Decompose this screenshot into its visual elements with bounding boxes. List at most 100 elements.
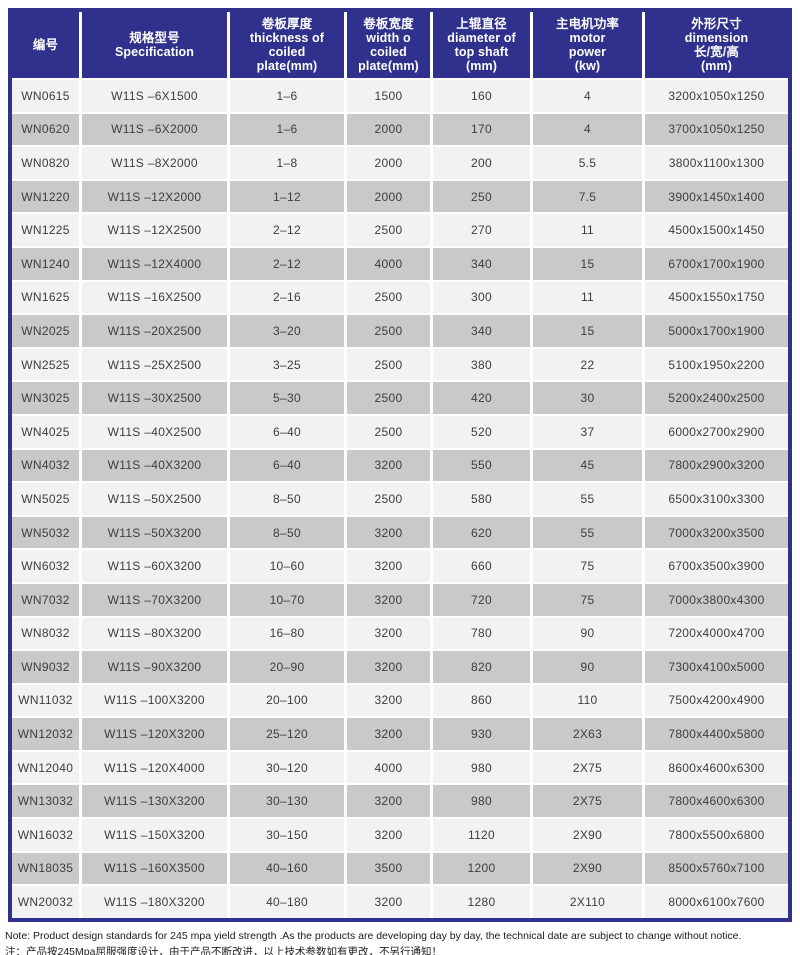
table-cell-power: 30 <box>533 382 642 414</box>
column-header-id: 编号 <box>12 12 79 78</box>
table-cell-power: 55 <box>533 483 642 515</box>
table-cell-diameter: 620 <box>433 516 530 549</box>
table-cell-thickness: 8–50 <box>230 516 344 549</box>
table-cell-id: WN7032 <box>12 583 79 616</box>
table-cell-spec: W11S –100X3200 <box>82 684 227 717</box>
table-cell-diameter: 340 <box>433 247 530 280</box>
column-header-diameter: 上辊直径 diameter of top shaft (mm) <box>433 12 530 78</box>
table-cell-spec: W11S –6X1500 <box>82 80 227 112</box>
table-cell-power: 90 <box>533 617 642 650</box>
table-cell-thickness: 8–50 <box>230 483 344 515</box>
table-cell-id: WN6032 <box>12 550 79 582</box>
table-cell-diameter: 520 <box>433 415 530 448</box>
table-cell-diameter: 1120 <box>433 819 530 851</box>
table-cell-width: 3200 <box>347 819 430 851</box>
table-cell-width: 2500 <box>347 415 430 448</box>
table-cell-dimension: 8500x5760x7100 <box>645 852 788 885</box>
table-cell-diameter: 720 <box>433 583 530 616</box>
table-cell-power: 2X75 <box>533 751 642 784</box>
table-cell-power: 75 <box>533 583 642 616</box>
table-cell-diameter: 1280 <box>433 886 530 918</box>
table-cell-dimension: 6500x3100x3300 <box>645 483 788 515</box>
table-cell-dimension: 8600x4600x6300 <box>645 751 788 784</box>
table-cell-diameter: 160 <box>433 80 530 112</box>
table-cell-width: 2500 <box>347 214 430 246</box>
footnote-english: Note: Product design standards for 245 m… <box>5 929 742 942</box>
table-cell-id: WN5032 <box>12 516 79 549</box>
table-cell-thickness: 6–40 <box>230 449 344 482</box>
table-cell-spec: W11S –130X3200 <box>82 785 227 818</box>
table-cell-width: 3200 <box>347 617 430 650</box>
table-cell-id: WN9032 <box>12 651 79 683</box>
table-cell-id: WN2025 <box>12 315 79 347</box>
table-cell-id: WN8032 <box>12 617 79 650</box>
table-cell-thickness: 16–80 <box>230 617 344 650</box>
table-cell-spec: W11S –70X3200 <box>82 583 227 616</box>
table-cell-spec: W11S –25X2500 <box>82 348 227 381</box>
table-cell-id: WN1240 <box>12 247 79 280</box>
table-cell-id: WN18035 <box>12 852 79 885</box>
table-cell-dimension: 7500x4200x4900 <box>645 684 788 717</box>
table-cell-width: 2000 <box>347 180 430 213</box>
table-cell-power: 2X90 <box>533 852 642 885</box>
table-cell-width: 3200 <box>347 785 430 818</box>
table-cell-dimension: 7800x4600x6300 <box>645 785 788 818</box>
table-cell-spec: W11S –16X2500 <box>82 281 227 314</box>
table-cell-dimension: 3200x1050x1250 <box>645 80 788 112</box>
table-cell-thickness: 30–120 <box>230 751 344 784</box>
table-cell-width: 4000 <box>347 751 430 784</box>
table-cell-thickness: 3–20 <box>230 315 344 347</box>
table-cell-dimension: 5000x1700x1900 <box>645 315 788 347</box>
table-cell-thickness: 10–70 <box>230 583 344 616</box>
table-cell-power: 15 <box>533 315 642 347</box>
table-cell-diameter: 420 <box>433 382 530 414</box>
table-cell-dimension: 3900x1450x1400 <box>645 180 788 213</box>
table-cell-spec: W11S –40X3200 <box>82 449 227 482</box>
table-cell-id: WN0615 <box>12 80 79 112</box>
table-cell-thickness: 20–90 <box>230 651 344 683</box>
table-cell-width: 2000 <box>347 147 430 179</box>
table-cell-spec: W11S –180X3200 <box>82 886 227 918</box>
column-header-spec: 规格型号 Specification <box>82 12 227 78</box>
table-cell-id: WN20032 <box>12 886 79 918</box>
table-cell-diameter: 300 <box>433 281 530 314</box>
table-cell-id: WN1220 <box>12 180 79 213</box>
table-cell-width: 2500 <box>347 281 430 314</box>
table-cell-spec: W11S –50X3200 <box>82 516 227 549</box>
table-cell-thickness: 5–30 <box>230 382 344 414</box>
table-cell-power: 5.5 <box>533 147 642 179</box>
table-cell-diameter: 930 <box>433 718 530 750</box>
table-cell-width: 3200 <box>347 886 430 918</box>
footnotes: Note: Product design standards for 245 m… <box>5 929 796 955</box>
table-cell-spec: W11S –120X4000 <box>82 751 227 784</box>
table-cell-spec: W11S –8X2000 <box>82 147 227 179</box>
table-cell-dimension: 3700x1050x1250 <box>645 113 788 146</box>
column-header-thickness: 卷板厚度 thickness of coiled plate(mm) <box>230 12 344 78</box>
table-cell-id: WN2525 <box>12 348 79 381</box>
table-cell-id: WN4025 <box>12 415 79 448</box>
table-cell-thickness: 2–12 <box>230 214 344 246</box>
table-cell-dimension: 5200x2400x2500 <box>645 382 788 414</box>
table-cell-thickness: 1–6 <box>230 113 344 146</box>
table-cell-thickness: 10–60 <box>230 550 344 582</box>
table-cell-width: 3200 <box>347 684 430 717</box>
table-cell-dimension: 7200x4000x4700 <box>645 617 788 650</box>
spec-table: 编号 规格型号 Specification 卷板厚度 thickness of … <box>12 12 788 918</box>
column-header-width: 卷板宽度 width o coiled plate(mm) <box>347 12 430 78</box>
table-cell-id: WN16032 <box>12 819 79 851</box>
table-cell-diameter: 250 <box>433 180 530 213</box>
table-cell-id: WN0820 <box>12 147 79 179</box>
table-cell-spec: W11S –50X2500 <box>82 483 227 515</box>
table-cell-spec: W11S –6X2000 <box>82 113 227 146</box>
table-cell-dimension: 7800x2900x3200 <box>645 449 788 482</box>
table-cell-diameter: 550 <box>433 449 530 482</box>
table-cell-dimension: 7000x3800x4300 <box>645 583 788 616</box>
table-cell-id: WN11032 <box>12 684 79 717</box>
table-cell-width: 2000 <box>347 113 430 146</box>
table-cell-spec: W11S –160X3500 <box>82 852 227 885</box>
table-cell-thickness: 1–8 <box>230 147 344 179</box>
table-cell-power: 4 <box>533 80 642 112</box>
table-cell-diameter: 1200 <box>433 852 530 885</box>
table-cell-spec: W11S –12X2000 <box>82 180 227 213</box>
